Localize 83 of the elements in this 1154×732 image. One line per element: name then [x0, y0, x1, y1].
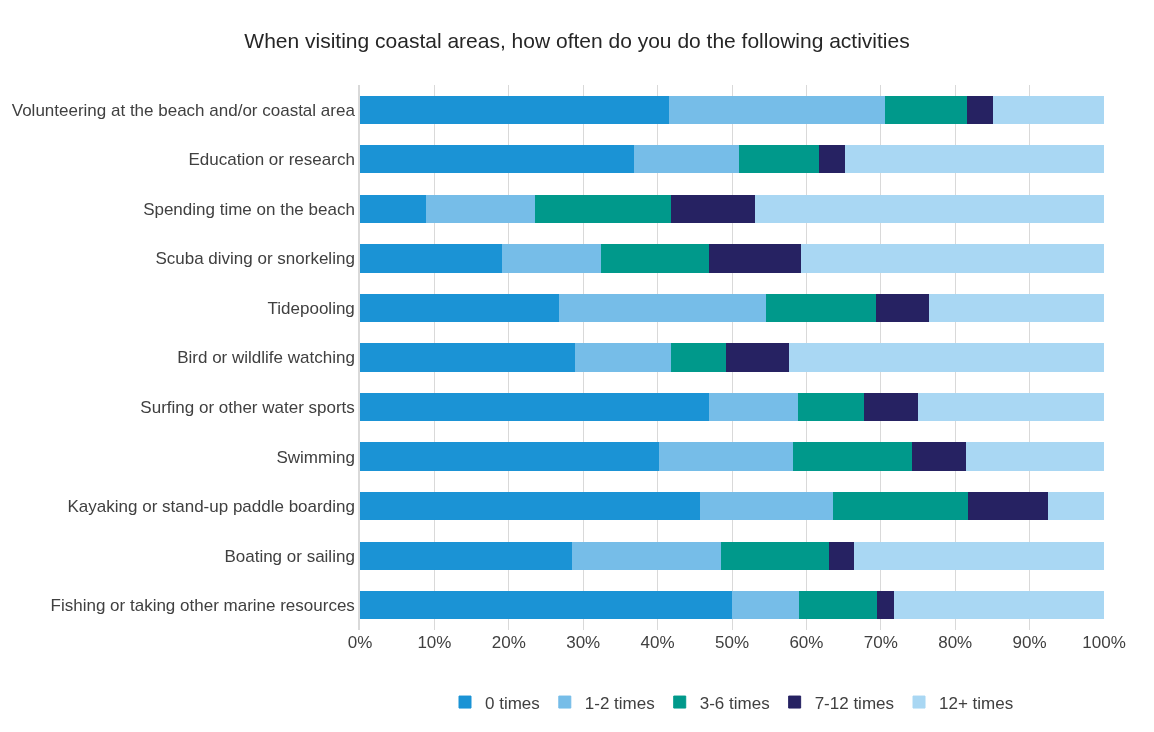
y-tick-label: Tidepooling: [267, 298, 355, 318]
bar: [360, 492, 702, 521]
legend-label: 1-2 times: [584, 693, 655, 713]
legend-label: 0 times: [485, 693, 540, 713]
bar: [755, 194, 1104, 223]
bar: [360, 95, 670, 124]
bar: [360, 293, 560, 323]
bar: [788, 343, 1104, 372]
bar: [853, 541, 1104, 570]
x-tick-label: 0%: [347, 633, 373, 652]
bar: [360, 343, 576, 372]
x-tick-label: 30%: [566, 633, 601, 652]
legend-label: 3-6 times: [699, 693, 770, 713]
bar: [360, 244, 503, 273]
bar: [634, 145, 740, 174]
bar: [360, 194, 428, 223]
y-tick-label: Bird or wildlife watching: [177, 348, 355, 368]
bar: [800, 244, 1104, 273]
y-tick-label: Scuba diving or snorkeling: [155, 249, 355, 269]
x-tick-label: 100%: [1082, 633, 1126, 652]
bar: [1048, 492, 1104, 521]
bar: [360, 541, 574, 570]
bar: [912, 442, 967, 471]
bar: [875, 293, 931, 323]
legend-label: 12+ times: [939, 693, 1014, 713]
x-tick-label: 60%: [789, 633, 824, 652]
bar: [574, 343, 673, 372]
bar: [501, 244, 602, 273]
bar: [844, 145, 1104, 174]
bar: [732, 591, 801, 620]
bar: [700, 492, 834, 521]
y-tick-label: Kayaking or stand-up paddle boarding: [67, 497, 355, 517]
bar: [659, 442, 795, 471]
bar: [877, 591, 896, 620]
y-tick-label: Surfing or other water sports: [140, 398, 355, 417]
bar: [863, 392, 920, 422]
bar: [360, 392, 711, 422]
legend-label: 7-12 times: [814, 693, 895, 713]
bar: [799, 591, 879, 620]
bar: [709, 392, 800, 422]
bar: [965, 442, 1104, 471]
bar: [426, 194, 537, 223]
bar: [832, 492, 970, 521]
x-tick-label: 10%: [417, 633, 452, 652]
bar: [884, 95, 968, 124]
bar: [360, 442, 661, 471]
x-tick-label: 80%: [938, 633, 973, 652]
bar: [894, 591, 1104, 620]
bar: [993, 95, 1104, 124]
bar: [766, 293, 877, 323]
bar: [669, 95, 886, 124]
y-tick-label: Boating or sailing: [224, 546, 355, 566]
bar: [721, 541, 830, 570]
bar: [572, 541, 723, 570]
bar: [535, 194, 673, 223]
bar: [918, 392, 1104, 422]
x-tick-label: 20%: [491, 633, 526, 652]
x-tick-label: 70%: [863, 633, 898, 652]
bar: [828, 541, 855, 570]
bar: [738, 145, 821, 174]
x-tick-label: 50%: [714, 633, 750, 652]
x-tick-label: 90%: [1012, 633, 1047, 652]
bar: [726, 343, 790, 372]
bar: [966, 95, 995, 124]
bar: [558, 293, 768, 323]
bar: [819, 145, 846, 174]
x-tick-label: 40%: [640, 633, 675, 652]
y-tick-label: Swimming: [276, 447, 355, 467]
y-tick-label: Education or research: [188, 150, 355, 170]
bar: [360, 591, 734, 620]
bar: [600, 244, 711, 273]
y-tick-label: Fishing or taking other marine resources: [50, 596, 355, 616]
chart-title: When visiting coastal areas, how often do you do the following activities: [244, 28, 910, 52]
bar: [798, 392, 865, 422]
y-tick-label: Spending time on the beach: [143, 199, 355, 219]
bar: [709, 244, 802, 273]
bar: [793, 442, 914, 471]
bar: [671, 194, 757, 223]
bar: [360, 145, 636, 174]
bar: [968, 492, 1050, 521]
bar: [929, 293, 1104, 323]
bar: [671, 343, 728, 372]
y-tick-label: Volunteering at the beach and/or coastal area: [11, 100, 356, 120]
